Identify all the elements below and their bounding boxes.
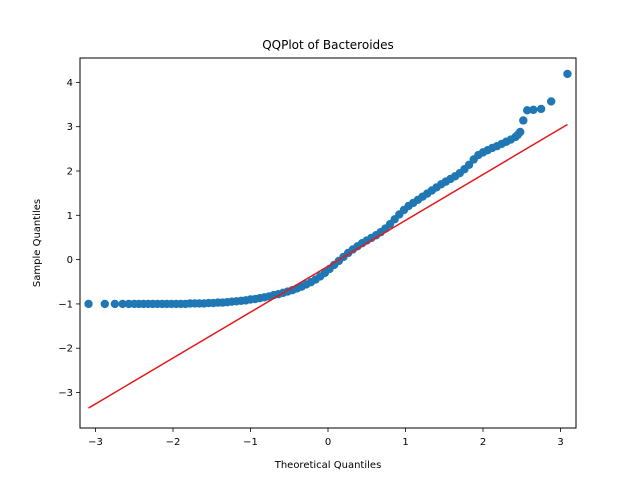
- data-point: [84, 299, 93, 309]
- data-points: [84, 69, 572, 309]
- y-tick-label: 0: [67, 255, 73, 266]
- x-tick-label: 1: [402, 437, 408, 448]
- y-tick-label: −2: [58, 344, 73, 355]
- reference-line-layer: [88, 123, 568, 409]
- x-tick-label: −1: [243, 437, 258, 448]
- x-axis-ticks: −3 −2 −1 0 1 2 3: [88, 428, 564, 448]
- x-axis-label: Theoretical Quantiles: [274, 460, 382, 471]
- data-point: [516, 127, 525, 137]
- y-axis-ticks: −3 −2 −1 0 1 2 3 4: [58, 78, 80, 399]
- x-tick-label: 0: [325, 437, 331, 448]
- x-tick-label: −3: [88, 437, 103, 448]
- reference-line: [88, 123, 568, 409]
- data-point: [563, 69, 572, 79]
- y-tick-label: −1: [58, 299, 73, 310]
- x-tick-label: 2: [480, 437, 486, 448]
- data-point: [118, 299, 127, 309]
- x-tick-label: −2: [166, 437, 181, 448]
- data-point: [529, 105, 538, 115]
- y-tick-label: 3: [67, 122, 73, 133]
- data-point: [536, 104, 546, 114]
- y-tick-label: −3: [58, 388, 73, 399]
- data-point: [100, 299, 110, 309]
- x-tick-label: 3: [557, 437, 563, 448]
- data-point: [110, 299, 120, 309]
- data-point: [519, 116, 528, 125]
- y-tick-label: 2: [67, 166, 73, 177]
- data-point: [547, 97, 556, 106]
- data-point: [522, 106, 532, 115]
- chart-title: QQPlot of Bacteroides: [262, 38, 394, 52]
- y-axis-label: Sample Quantiles: [32, 199, 43, 287]
- y-tick-label: 1: [67, 211, 73, 222]
- y-tick-label: 4: [67, 78, 73, 89]
